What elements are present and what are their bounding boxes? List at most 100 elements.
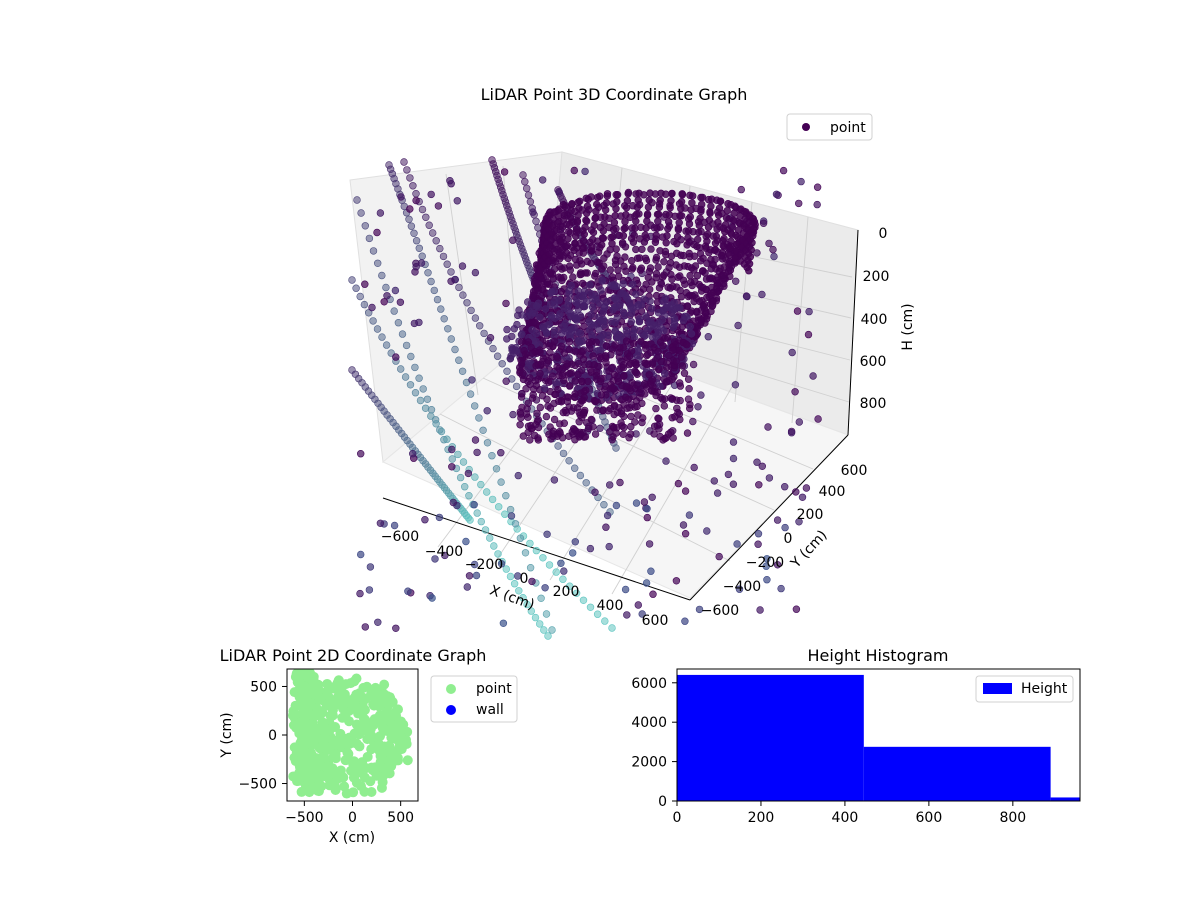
point-marker [593,193,602,202]
point-marker [455,356,463,364]
point-marker [416,396,425,405]
point-marker [612,501,621,510]
point-marker [593,406,601,414]
point-marker [524,338,532,346]
point-marker [805,307,813,316]
point-marker [622,326,631,335]
plot2d-x-ticks: −500 0 500 [285,801,414,826]
point-marker [764,423,772,431]
point-marker [472,571,481,580]
point-marker [792,605,801,613]
point-marker [754,529,763,538]
point-marker [656,196,664,205]
point-marker [351,673,362,684]
point-marker [320,741,331,752]
point-marker [434,202,443,210]
point-marker [536,313,544,321]
point-marker [411,268,419,276]
point-marker [391,286,400,295]
point-marker [546,268,554,277]
point-marker [608,240,616,248]
point-marker [471,436,480,444]
point-marker [555,188,563,196]
histogram-title: Height Histogram [808,646,949,665]
point-marker [606,266,614,274]
point-marker [611,341,619,349]
point-marker [369,763,380,774]
point-marker [532,217,540,226]
point-marker [592,207,600,216]
plot3d-z-tick: 800 [860,396,887,412]
point-marker [327,710,338,721]
point-marker [526,539,534,548]
point-marker [506,572,515,581]
point-marker [398,330,407,338]
point-marker [581,167,589,176]
point-marker [406,174,414,182]
point-marker [662,359,671,367]
point-marker [611,303,619,311]
point-marker [356,589,364,598]
point-marker [605,367,613,375]
point-marker [565,228,573,236]
plot3d-x-tick: −600 [381,529,419,545]
point-marker [689,360,698,369]
point-marker [641,231,649,239]
point-marker [686,213,694,221]
point-marker [526,198,535,206]
point-marker [532,546,541,555]
point-marker [795,518,803,526]
point-marker [300,669,311,680]
point-marker [572,348,580,356]
point-marker [585,281,594,289]
point-marker [632,499,641,507]
point-marker [703,527,711,535]
point-marker [352,284,360,292]
point-marker [765,474,774,482]
point-marker [535,620,544,628]
point-marker [313,705,324,716]
point-marker [654,309,663,317]
point-marker [526,563,535,572]
point-marker [689,417,697,426]
point-marker [330,753,341,764]
point-marker [326,698,337,709]
point-marker [622,204,631,212]
point-marker [526,436,534,444]
point-marker [625,352,634,360]
point-marker [657,280,666,288]
point-marker [524,399,532,407]
point-marker [412,259,420,267]
point-marker [611,212,619,220]
point-marker [677,353,685,361]
point-marker [684,234,692,242]
point-marker [678,362,687,370]
point-marker [571,377,579,385]
point-marker [486,334,495,342]
point-marker [579,355,588,363]
plot3d-y-tick: 400 [819,484,846,500]
point-marker [642,579,651,587]
point-marker [444,325,452,333]
point-marker [501,510,509,518]
point-marker [672,261,680,269]
point-marker [804,330,813,339]
point-marker [679,276,688,284]
point-marker [531,613,540,622]
point-marker [747,246,755,254]
point-marker [770,252,778,261]
point-marker [430,286,438,295]
point-marker [361,681,372,692]
point-marker [333,675,344,686]
plot3d-z-ticks: 0 200 400 600 800 [860,226,890,412]
plot2d-title: LiDAR Point 2D Coordinate Graph [220,646,487,665]
point-marker [685,220,694,228]
point-marker [475,414,483,422]
point-marker [648,359,657,367]
point-marker [660,369,669,378]
point-marker [707,195,716,203]
point-marker [794,199,803,208]
point-marker [642,345,650,353]
point-marker [602,199,611,207]
point-marker [561,202,569,210]
